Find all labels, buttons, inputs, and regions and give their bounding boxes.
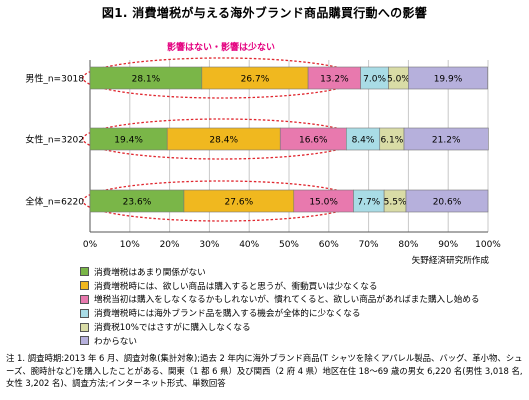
x-tick-label: 30%: [199, 240, 219, 250]
x-tick-label: 20%: [160, 240, 180, 250]
x-tick-label: 70%: [359, 240, 379, 250]
legend-swatch: [80, 322, 89, 332]
data-label: 5.5%: [384, 198, 407, 208]
legend-label: 消費増税時には海外ブランド品を購入する機会が全体的に少なくなる: [94, 309, 361, 320]
data-label: 28.4%: [209, 136, 238, 146]
data-label: 7.0%: [363, 75, 386, 85]
stacked-bar-chart: 28.1% 26.7% 13.2% 7.0% 5.0% 19.9% 19.4% 28.4% 16…: [25, 41, 501, 250]
legend-label: 増税当初は購入をしなくなるかもしれないが、慣れてくると、欲しい商品があればまた購…: [94, 295, 480, 306]
legend-label: 消費増税はあまり関係がない: [94, 267, 206, 278]
data-label: 15.0%: [309, 198, 338, 208]
data-label: 7.7%: [357, 198, 380, 208]
legend: 消費増税はあまり関係がない消費増税時には、欲しい商品は購入すると思うが、衝動買い…: [80, 265, 520, 348]
legend-item: 消費税10%ではさすがに購入しなくなる: [80, 320, 520, 334]
legend-item: 消費増税はあまり関係がない: [80, 265, 520, 279]
data-label: 21.2%: [432, 136, 461, 146]
x-tick-label: 60%: [319, 240, 339, 250]
x-tick-label: 10%: [120, 240, 140, 250]
x-tick-label: 50%: [279, 240, 299, 250]
x-tick-labels: 0% 10% 20% 30% 40% 50% 60% 70% 80% 90% 100%: [83, 240, 501, 250]
x-tick-label: 0%: [83, 240, 98, 250]
data-label: 5.0%: [387, 75, 410, 85]
data-label: 19.4%: [114, 136, 143, 146]
data-label: 8.4%: [352, 136, 375, 146]
legend-item: わからない: [80, 334, 520, 348]
legend-label: わからない: [94, 336, 137, 347]
category-label: 女性_n=3202: [25, 134, 84, 146]
footnote: 注 1. 調査時期:2013 年 6 月、調査対象(集計対象);過去 2 年内に…: [6, 353, 523, 388]
source-note: 矢野経済研究所作成: [411, 256, 489, 266]
bar-segment: [405, 189, 489, 213]
data-label: 19.9%: [434, 75, 463, 85]
legend-item: 消費増税時には、欲しい商品は購入すると思うが、衝動買いは少なくなる: [80, 279, 520, 293]
legend-label: 消費税10%ではさすがに購入しなくなる: [94, 323, 251, 334]
data-label: 26.7%: [241, 75, 270, 85]
data-label: 6.1%: [380, 136, 403, 146]
bar-segment: [403, 127, 489, 151]
x-tick-label: 40%: [239, 240, 259, 250]
legend-swatch: [80, 267, 89, 277]
legend-swatch: [80, 336, 89, 346]
category-label: 男性_n=3018: [25, 73, 84, 85]
category-labels: 男性_n=3018 女性_n=3202 全体_n=6220: [25, 73, 84, 208]
data-label: 27.6%: [225, 198, 254, 208]
data-label: 16.6%: [299, 136, 328, 146]
legend-swatch: [80, 308, 89, 318]
chart-title: 図1. 消費増税が与える海外ブランド商品購買行動への影響: [101, 6, 428, 20]
data-label: 20.6%: [433, 198, 462, 208]
x-tick-label: 90%: [438, 240, 458, 250]
legend-swatch: [80, 294, 89, 304]
legend-label: 消費増税時には、欲しい商品は購入すると思うが、衝動買いは少なくなる: [94, 281, 378, 292]
bar-segment: [408, 66, 488, 90]
x-tick-label: 80%: [398, 240, 418, 250]
x-tick-label: 100%: [475, 240, 501, 250]
data-label: 13.2%: [320, 75, 349, 85]
bars: 28.1% 26.7% 13.2% 7.0% 5.0% 19.9% 19.4% 28.4% 16…: [89, 66, 489, 213]
annotation-text: 影響はない・影響は少ない: [167, 41, 275, 53]
legend-item: 消費増税時には海外ブランド品を購入する機会が全体的に少なくなる: [80, 306, 520, 320]
data-label: 28.1%: [132, 75, 161, 85]
legend-item: 増税当初は購入をしなくなるかもしれないが、慣れてくると、欲しい商品があればまた購…: [80, 293, 520, 307]
legend-swatch: [80, 281, 89, 291]
category-label: 全体_n=6220: [25, 196, 84, 208]
data-label: 23.6%: [123, 198, 152, 208]
